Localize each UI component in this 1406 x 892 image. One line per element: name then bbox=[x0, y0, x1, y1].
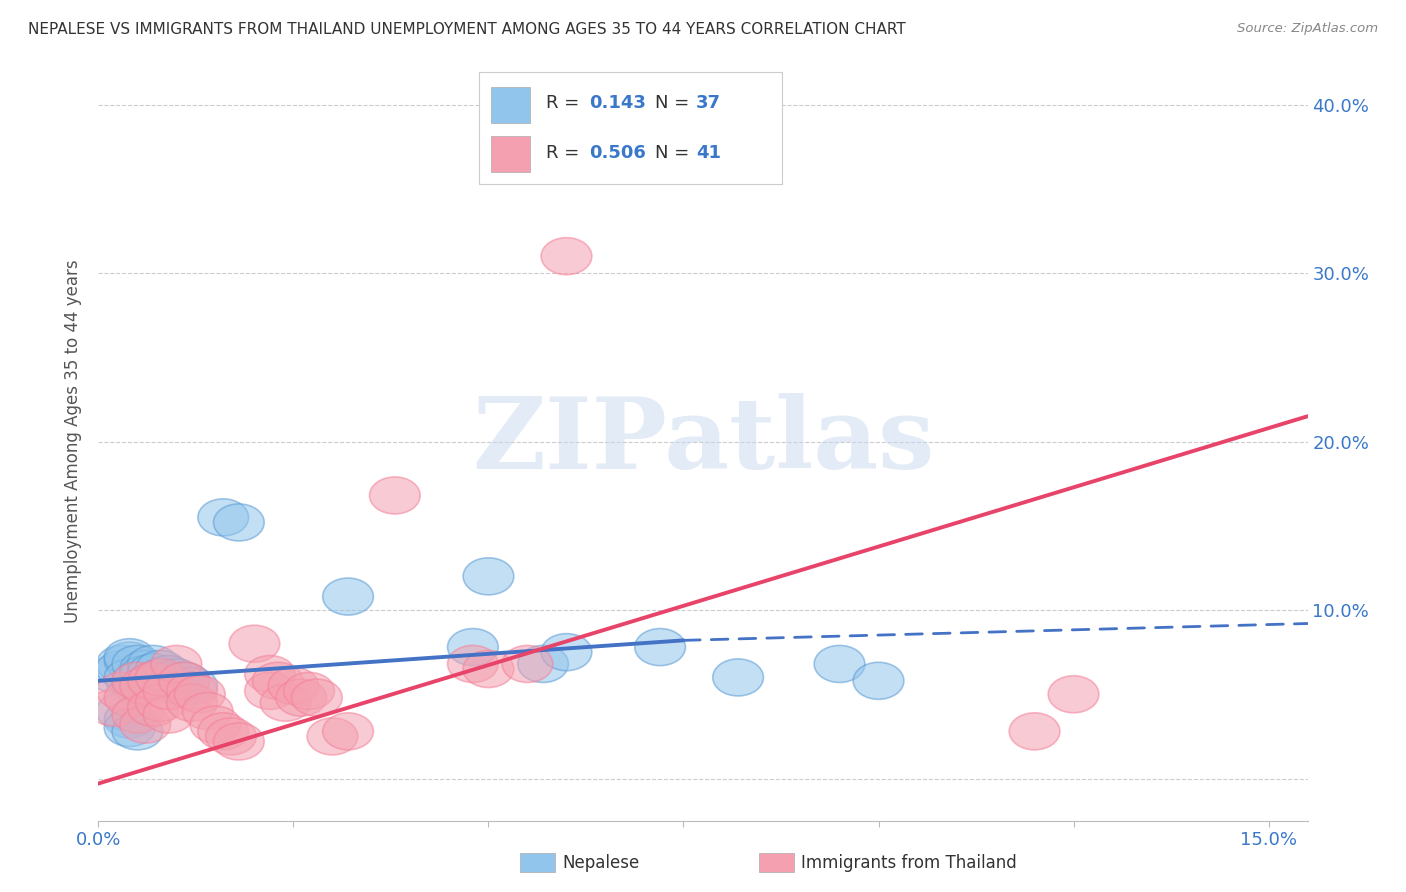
Bar bbox=[492, 87, 530, 123]
Bar bbox=[492, 136, 530, 172]
Text: R =: R = bbox=[546, 145, 585, 162]
Text: 0.506: 0.506 bbox=[589, 145, 647, 162]
FancyBboxPatch shape bbox=[479, 71, 782, 184]
Y-axis label: Unemployment Among Ages 35 to 44 years: Unemployment Among Ages 35 to 44 years bbox=[65, 260, 83, 624]
Text: Nepalese: Nepalese bbox=[562, 854, 640, 871]
Text: 37: 37 bbox=[696, 94, 721, 112]
Text: R =: R = bbox=[546, 94, 585, 112]
Text: 41: 41 bbox=[696, 145, 721, 162]
Text: N =: N = bbox=[655, 145, 695, 162]
Text: Source: ZipAtlas.com: Source: ZipAtlas.com bbox=[1237, 22, 1378, 36]
Text: ZIPatlas: ZIPatlas bbox=[472, 393, 934, 490]
Text: 0.143: 0.143 bbox=[589, 94, 647, 112]
Text: N =: N = bbox=[655, 94, 695, 112]
Text: NEPALESE VS IMMIGRANTS FROM THAILAND UNEMPLOYMENT AMONG AGES 35 TO 44 YEARS CORR: NEPALESE VS IMMIGRANTS FROM THAILAND UNE… bbox=[28, 22, 905, 37]
Text: Immigrants from Thailand: Immigrants from Thailand bbox=[801, 854, 1017, 871]
